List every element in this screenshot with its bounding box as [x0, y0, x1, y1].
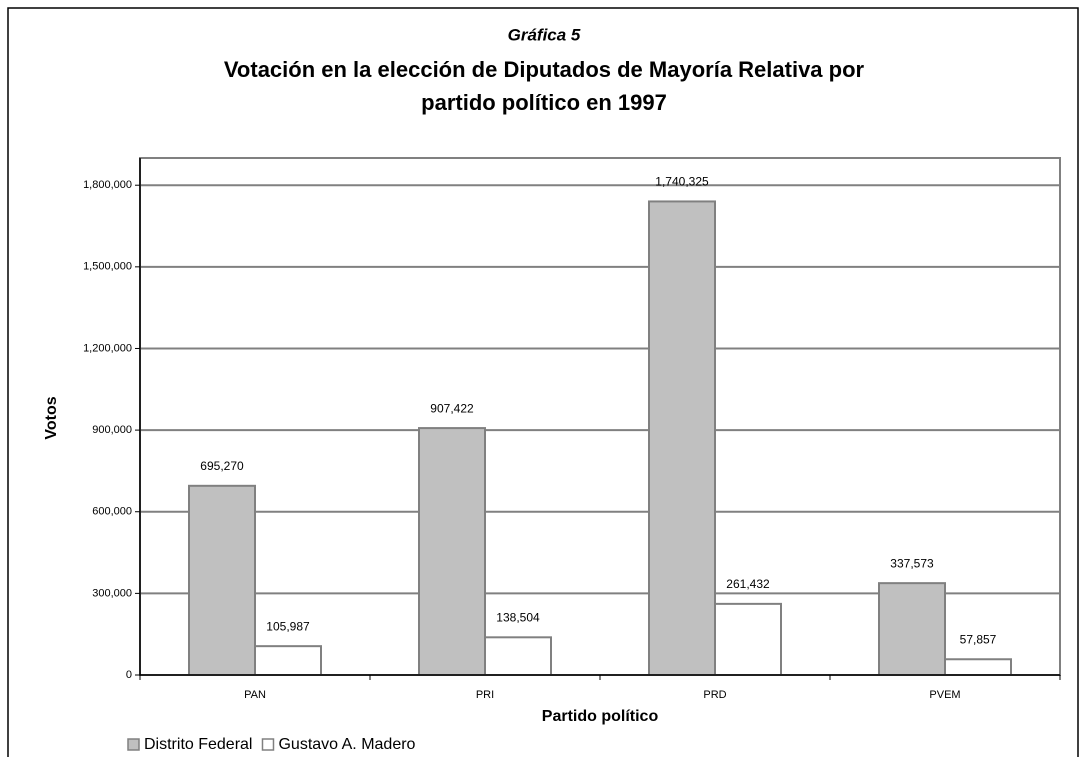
- value-label: 907,422: [430, 401, 474, 415]
- chart-title: partido político en 1997: [421, 90, 667, 115]
- bar: [484, 636, 552, 676]
- legend-swatch: [261, 738, 275, 751]
- x-tick-label: PAN: [244, 689, 266, 701]
- y-tick-label: 0: [126, 669, 132, 681]
- bar: [714, 602, 782, 676]
- y-tick-label: 1,500,000: [83, 261, 132, 273]
- y-tick-label: 900,000: [92, 424, 132, 436]
- y-tick-label: 1,200,000: [83, 342, 132, 354]
- value-label: 1,740,325: [655, 175, 709, 189]
- chart-caption: Gráfica 5: [508, 25, 581, 44]
- x-axis-label: Partido político: [542, 708, 659, 725]
- bar: [188, 484, 256, 677]
- legend-swatch: [127, 738, 140, 751]
- value-label: 337,573: [890, 556, 934, 570]
- value-label: 138,504: [496, 610, 540, 624]
- legend-label: Gustavo A. Madero: [278, 736, 415, 753]
- bar: [418, 427, 486, 676]
- y-tick-label: 1,800,000: [83, 179, 132, 191]
- chart-title: Votación en la elección de Diputados de …: [224, 57, 865, 82]
- value-label: 695,270: [200, 459, 244, 473]
- bar: [878, 582, 946, 676]
- y-tick-label: 300,000: [92, 587, 132, 599]
- bar: [944, 658, 1012, 677]
- x-tick-label: PRD: [703, 689, 726, 701]
- y-tick-label: 600,000: [92, 506, 132, 518]
- y-axis-label: Votos: [43, 396, 60, 439]
- bar: [254, 645, 322, 677]
- value-label: 105,987: [266, 619, 310, 633]
- x-tick-label: PRI: [476, 689, 494, 701]
- value-label: 57,857: [960, 632, 997, 646]
- x-tick-label: PVEM: [929, 689, 960, 701]
- legend-label: Distrito Federal: [144, 736, 252, 753]
- value-label: 261,432: [726, 577, 770, 591]
- bar: [648, 200, 716, 677]
